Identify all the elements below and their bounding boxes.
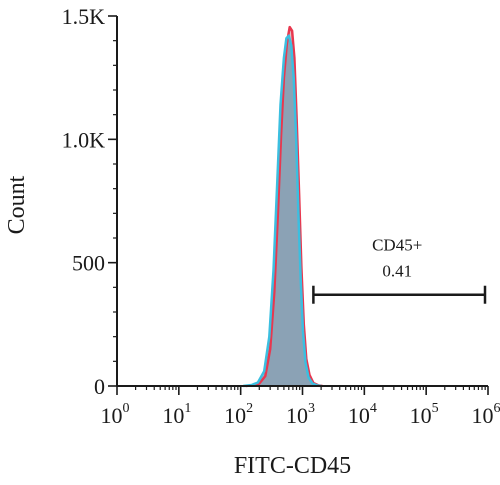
x-axis-title: FITC-CD45 xyxy=(234,453,351,479)
x-tick-label: 106 xyxy=(472,401,500,428)
plot-lines xyxy=(243,25,323,388)
x-tick-label: 102 xyxy=(224,401,253,428)
gate-cd45-positive: CD45+ 0.41 xyxy=(312,236,487,304)
series-1-line xyxy=(245,25,323,388)
y-tick-label: 500 xyxy=(72,251,105,276)
x-tick-label: 104 xyxy=(348,401,377,428)
gate-name-label: CD45+ xyxy=(372,236,422,255)
series-2-line xyxy=(243,34,322,388)
x-tick-label: 103 xyxy=(286,401,315,428)
y-axis-title: Count xyxy=(4,175,30,234)
y-tick-label: 1.5K xyxy=(62,4,106,29)
x-tick-label: 100 xyxy=(101,401,130,428)
plot-fills xyxy=(243,27,323,386)
x-tick-label: 105 xyxy=(410,401,439,428)
y-tick-label: 1.0K xyxy=(62,127,106,152)
gate-value-label: 0.41 xyxy=(382,262,412,281)
y-tick-label: 0 xyxy=(94,374,105,399)
y-ticks: 0 500 1.0K 1.5K xyxy=(62,4,117,399)
series-2-fill xyxy=(243,35,322,386)
x-tick-label: 101 xyxy=(162,401,191,428)
x-ticks: 100 101 102 103 104 105 106 xyxy=(101,386,500,428)
